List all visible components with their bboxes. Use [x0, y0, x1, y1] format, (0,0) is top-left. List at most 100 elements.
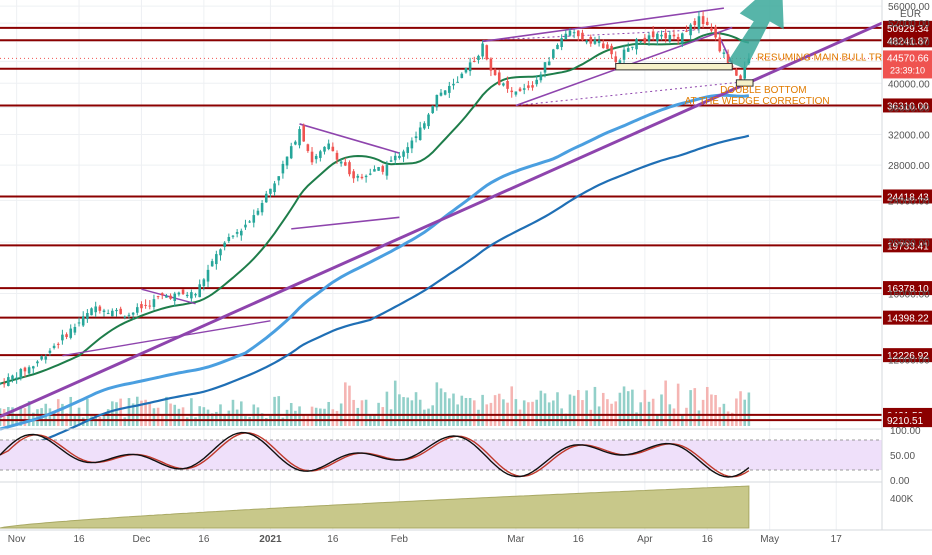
candle-body: [173, 293, 177, 301]
candle-body: [339, 161, 343, 164]
volume-bar: [660, 394, 663, 426]
candle-body: [610, 45, 613, 55]
candle-body: [40, 356, 43, 360]
candle-body: [485, 45, 489, 60]
candle-body: [448, 85, 451, 93]
volume-bar: [714, 394, 717, 426]
candle-body: [0, 383, 2, 385]
candle-body: [306, 144, 310, 151]
candle-body: [572, 32, 576, 34]
level-tag: [883, 98, 932, 113]
level-label: 16378.10: [887, 284, 929, 295]
candle-body: [165, 295, 168, 298]
volume-bar: [294, 410, 297, 426]
volume-bar: [273, 396, 276, 426]
level-tag: [883, 20, 932, 35]
volume-bar: [352, 399, 355, 426]
dotted-resistance-line: [482, 29, 699, 41]
candle-body: [410, 140, 414, 149]
volume-bar: [626, 391, 630, 426]
price-tick-label: 32000.00: [888, 130, 930, 141]
candle-body: [564, 33, 568, 40]
flag-lower-line: [62, 320, 271, 357]
candle-body: [69, 328, 73, 338]
candle-body: [560, 38, 563, 47]
volume-bar: [472, 400, 476, 426]
candle-body: [622, 49, 626, 60]
price-tick-label: 16000.00: [888, 289, 930, 300]
volume-bar: [23, 408, 27, 426]
candle-body: [714, 27, 717, 38]
time-tick-label: 16: [573, 534, 585, 545]
candle-body: [94, 306, 97, 313]
time-tick-label: Apr: [637, 534, 653, 545]
candle-body: [481, 43, 484, 57]
volume-bar: [572, 395, 576, 426]
volume-bar: [360, 400, 364, 426]
trend-lines[interactable]: [0, 7, 883, 419]
candle-body: [606, 44, 609, 49]
volume-bar: [152, 408, 156, 426]
volume-bar: [19, 405, 23, 426]
volume-bar: [535, 399, 538, 426]
candle-body: [152, 299, 156, 307]
candle-body: [2, 383, 6, 385]
candle-body: [477, 55, 480, 61]
candle-body: [435, 94, 439, 108]
candle-body: [219, 249, 222, 256]
candle-body: [443, 90, 447, 95]
volume-bar: [743, 399, 746, 426]
volume-bar: [127, 398, 131, 426]
candle-body: [631, 46, 634, 48]
candle-body: [356, 175, 360, 178]
candle-body: [240, 230, 243, 236]
time-tick-label: 16: [702, 534, 714, 545]
volume-bar: [277, 396, 281, 426]
volume-bar: [402, 397, 405, 426]
price-axis-bg: [882, 0, 932, 550]
candle-body: [593, 39, 597, 44]
price-tick-label: 36000.00: [888, 103, 930, 114]
candle-body: [136, 307, 139, 313]
candle-body: [635, 39, 638, 50]
volume-bar: [119, 398, 122, 426]
candle-body: [190, 292, 193, 299]
time-tick-label: 16: [198, 534, 210, 545]
oscillator-tick-label: 50.00: [890, 451, 915, 462]
candle-body: [131, 312, 135, 315]
candle-body: [344, 162, 347, 166]
candle-body: [685, 30, 688, 32]
volume-bar: [123, 417, 127, 426]
volume-bar: [314, 407, 318, 426]
oscillator-k-line: [0, 431, 750, 478]
volume-bar: [177, 408, 181, 426]
volume-bar: [156, 407, 160, 426]
candle-body: [48, 350, 52, 353]
horizontal-levels[interactable]: [0, 26, 882, 422]
candle-body: [310, 151, 314, 163]
volume-bar: [577, 390, 580, 426]
volume-bar: [185, 417, 189, 426]
volume-bar: [464, 397, 468, 426]
candle-body: [472, 60, 476, 62]
candle-body: [298, 129, 301, 146]
volume-bar: [140, 400, 143, 426]
candle-body: [618, 60, 622, 64]
price-tick-label: 56000.00: [888, 2, 930, 13]
note-double-bottom: DOUBLE BOTTOM: [720, 85, 807, 96]
volume-bar: [344, 382, 347, 426]
volume-bar: [697, 410, 701, 426]
volume-bar: [194, 417, 197, 426]
candle-body: [98, 306, 102, 311]
candle-body: [735, 69, 738, 76]
volume-bar: [410, 400, 414, 426]
volume-bar: [202, 407, 206, 426]
volume-bar: [56, 399, 60, 426]
volume-bar: [231, 399, 235, 426]
volume-bar: [643, 389, 647, 426]
level-label: 36310.00: [887, 101, 929, 112]
candle-body: [651, 31, 655, 38]
candle-body: [15, 377, 18, 379]
